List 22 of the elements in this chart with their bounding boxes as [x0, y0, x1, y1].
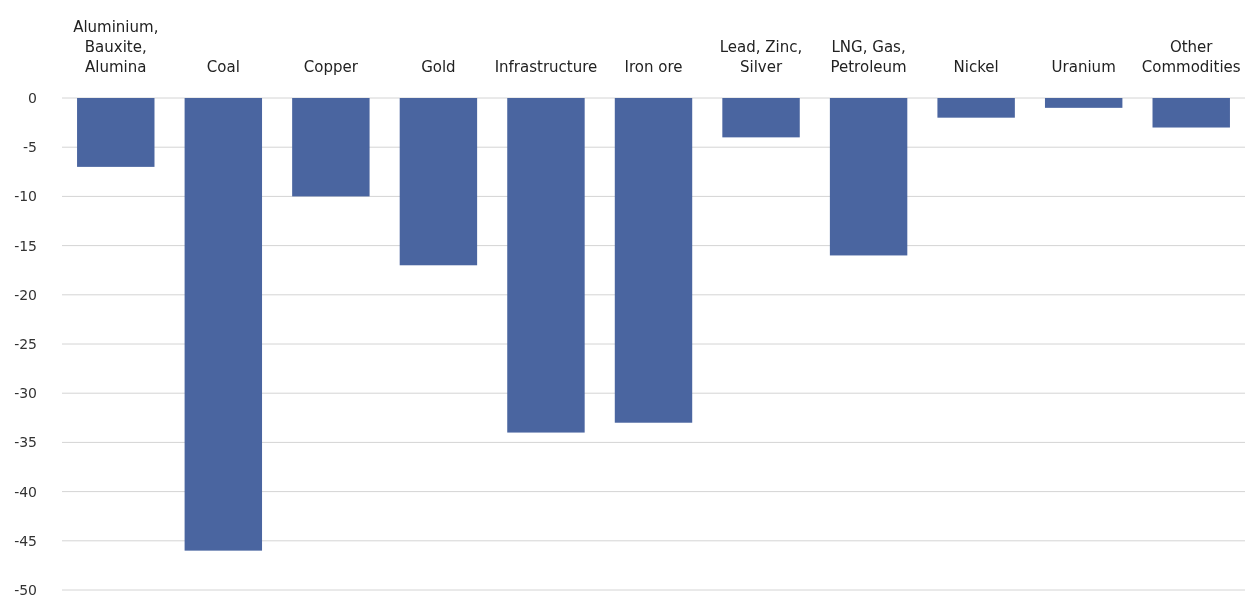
- x-tick-label: Aluminium, Bauxite, Alumina: [73, 18, 159, 76]
- y-tick-label: -15: [14, 237, 37, 254]
- x-tick-label: LNG, Gas, Petroleum: [830, 38, 907, 76]
- y-tick-label: -20: [14, 286, 37, 303]
- x-tick-label: Copper: [303, 58, 359, 76]
- y-tick-label: -40: [14, 483, 37, 500]
- x-tick-label: Iron ore: [624, 58, 683, 76]
- x-tick-label: Gold: [421, 58, 456, 76]
- x-tick-label: Infrastructure: [494, 58, 598, 76]
- y-tick-label: -50: [14, 581, 37, 595]
- x-tick-label: Nickel: [953, 58, 999, 76]
- x-tick-label: Other Commodities: [1141, 38, 1241, 76]
- x-tick-label: Uranium: [1051, 58, 1116, 76]
- y-tick-label: -10: [14, 188, 37, 205]
- y-tick-label: 0: [28, 89, 37, 106]
- x-tick-label: Coal: [206, 58, 240, 76]
- x-tick-label: Lead, Zinc, Silver: [719, 38, 803, 76]
- y-tick-label: -45: [14, 532, 37, 549]
- y-tick-label: -35: [14, 434, 37, 451]
- y-tick-label: -25: [14, 335, 37, 352]
- y-tick-label: -30: [14, 385, 37, 402]
- y-tick-label: -5: [23, 139, 37, 156]
